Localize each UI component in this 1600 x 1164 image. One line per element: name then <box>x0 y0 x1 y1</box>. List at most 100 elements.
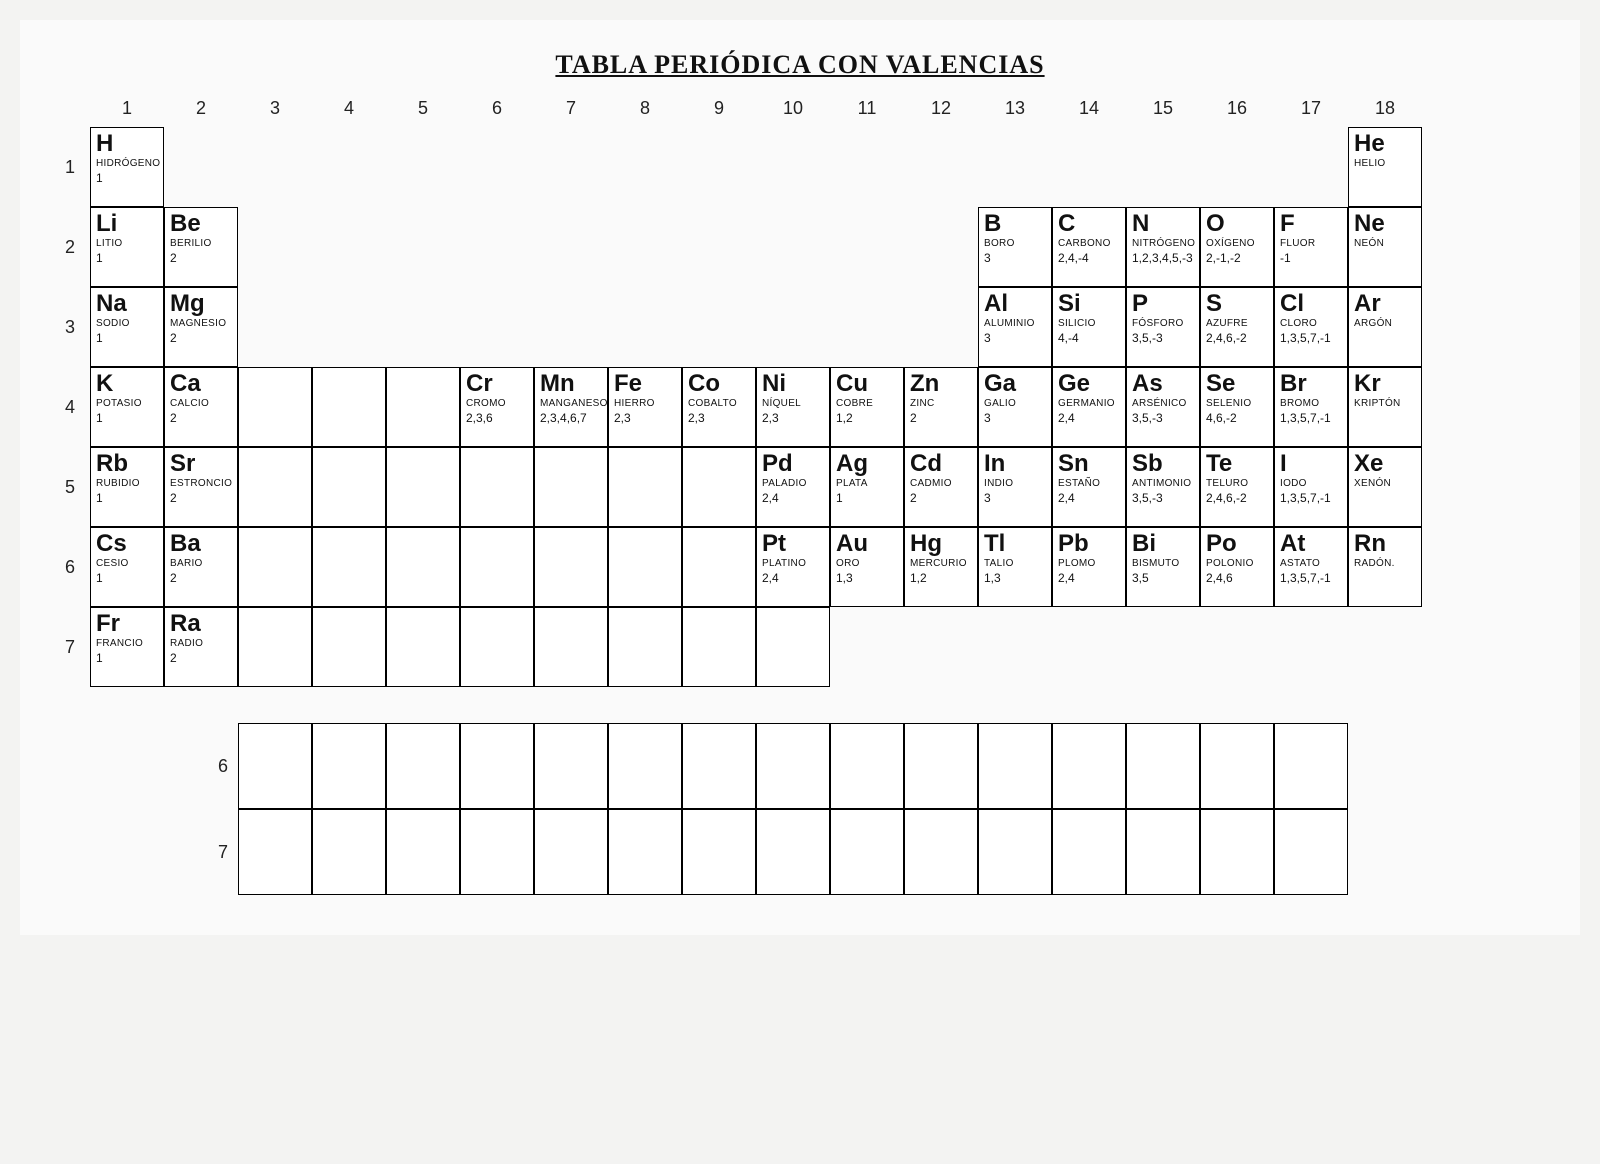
element-cell: HgMercurio1,2 <box>904 527 978 607</box>
no-cell <box>386 287 460 367</box>
element-cell: CoCobalto2,3 <box>682 367 756 447</box>
element-valences: 2 <box>170 491 232 505</box>
element-valences: 2 <box>910 491 972 505</box>
element-symbol: P <box>1132 292 1194 316</box>
element-symbol: Tl <box>984 532 1046 556</box>
element-valences: 3,5 <box>1132 571 1194 585</box>
element-name: Aluminio <box>984 318 1046 329</box>
element-symbol: In <box>984 452 1046 476</box>
no-cell <box>830 127 904 207</box>
element-cell: AsArsénico3,5,-3 <box>1126 367 1200 447</box>
element-valences: 2,4 <box>1058 411 1120 425</box>
element-symbol: Xe <box>1354 452 1416 476</box>
element-name: Mercurio <box>910 558 972 569</box>
element-cell: AuOro1,3 <box>830 527 904 607</box>
element-valences: 3 <box>984 411 1046 425</box>
element-symbol: Te <box>1206 452 1268 476</box>
lanth-empty-cell <box>608 809 682 895</box>
element-name: Cesio <box>96 558 158 569</box>
element-cell: InIndio3 <box>978 447 1052 527</box>
element-valences: 1 <box>96 251 158 265</box>
element-cell: CaCalcio2 <box>164 367 238 447</box>
empty-cell <box>608 607 682 687</box>
element-name: Oxígeno <box>1206 238 1268 249</box>
element-symbol: At <box>1280 532 1342 556</box>
element-symbol: Ga <box>984 372 1046 396</box>
col-header: 17 <box>1274 98 1348 123</box>
element-symbol: Bi <box>1132 532 1194 556</box>
element-symbol: Sb <box>1132 452 1194 476</box>
element-name: Estaño <box>1058 478 1120 489</box>
element-cell: CuCobre1,2 <box>830 367 904 447</box>
element-name: Neón <box>1354 238 1416 249</box>
empty-cell <box>534 527 608 607</box>
element-valences: 2 <box>170 411 232 425</box>
element-cell: PoPolonio2,4,6 <box>1200 527 1274 607</box>
element-name: Oro <box>836 558 898 569</box>
element-symbol: Mg <box>170 292 232 316</box>
element-valences: 1,3,5,7,-1 <box>1280 571 1342 585</box>
element-valences: 2,3,6 <box>466 411 528 425</box>
element-valences: 2,4 <box>762 571 824 585</box>
element-symbol: C <box>1058 212 1120 236</box>
element-symbol: Cd <box>910 452 972 476</box>
element-cell: NiNíquel2,3 <box>756 367 830 447</box>
element-valences: 2,4,6,-2 <box>1206 491 1268 505</box>
element-valences: 1,2 <box>836 411 898 425</box>
element-cell: RaRadio2 <box>164 607 238 687</box>
element-cell: TlTalio1,3 <box>978 527 1052 607</box>
element-valences: 3 <box>984 491 1046 505</box>
element-symbol: Fe <box>614 372 676 396</box>
element-valences: 1 <box>96 571 158 585</box>
element-symbol: Hg <box>910 532 972 556</box>
element-cell: BBoro3 <box>978 207 1052 287</box>
element-name: Sodio <box>96 318 158 329</box>
empty-cell <box>608 527 682 607</box>
element-symbol: N <box>1132 212 1194 236</box>
element-cell: FeHierro2,3 <box>608 367 682 447</box>
element-cell: MnManganeso2,3,4,6,7 <box>534 367 608 447</box>
element-cell: MgMagnesio2 <box>164 287 238 367</box>
element-cell: AgPlata1 <box>830 447 904 527</box>
element-name: Cadmio <box>910 478 972 489</box>
element-name: Antimonio <box>1132 478 1194 489</box>
element-valences: 2,4 <box>1058 571 1120 585</box>
element-valences: 1,3 <box>984 571 1046 585</box>
element-symbol: Na <box>96 292 158 316</box>
lanth-empty-cell <box>386 723 460 809</box>
element-name: Boro <box>984 238 1046 249</box>
column-headers: 1 2 3 4 5 6 7 8 9 10 11 12 13 14 15 16 1… <box>50 98 1560 123</box>
element-cell: HeHelio <box>1348 127 1422 207</box>
no-cell <box>238 127 312 207</box>
row-header: 1 <box>50 127 90 207</box>
element-cell: LiLitio1 <box>90 207 164 287</box>
col-header: 10 <box>756 98 830 123</box>
no-cell <box>608 127 682 207</box>
element-symbol: B <box>984 212 1046 236</box>
no-cell <box>904 607 978 687</box>
element-symbol: Ag <box>836 452 898 476</box>
empty-cell <box>386 447 460 527</box>
col-header: 4 <box>312 98 386 123</box>
element-cell: Sb Antimonio 3,5,-3 <box>1126 447 1200 527</box>
col-header: 11 <box>830 98 904 123</box>
lanth-empty-cell <box>978 723 1052 809</box>
element-cell: GaGalio3 <box>978 367 1052 447</box>
empty-cell <box>238 527 312 607</box>
no-cell <box>1052 127 1126 207</box>
element-valences: 3,5,-3 <box>1132 491 1194 505</box>
no-cell <box>386 127 460 207</box>
empty-cell <box>460 607 534 687</box>
no-cell <box>1126 607 1200 687</box>
element-name: Argón <box>1354 318 1416 329</box>
no-cell <box>904 127 978 207</box>
element-cell: ArArgón <box>1348 287 1422 367</box>
element-cell: CrCromo2,3,6 <box>460 367 534 447</box>
element-valences: 2,3,4,6,7 <box>540 411 602 425</box>
element-valences: 2,-1,-2 <box>1206 251 1268 265</box>
lanth-empty-cell <box>1200 809 1274 895</box>
periodic-table-grid: 1HHidrógeno1HeHelio2LiLitio1BeBerilio2BB… <box>50 127 1560 687</box>
element-name: Azufre <box>1206 318 1268 329</box>
empty-cell <box>682 607 756 687</box>
element-name: Carbono <box>1058 238 1120 249</box>
